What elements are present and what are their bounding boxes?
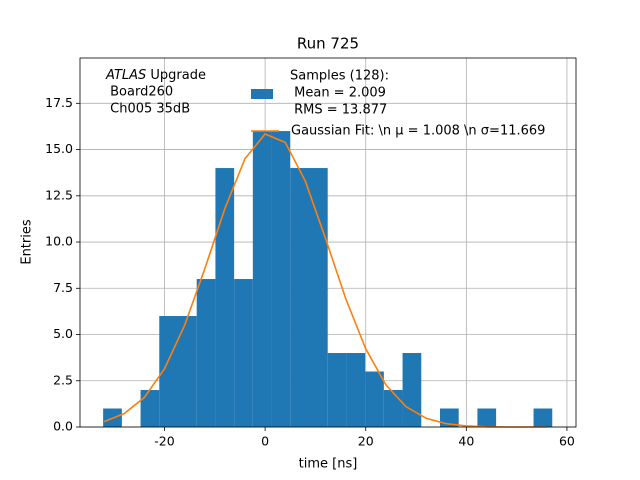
axes-frame [79, 57, 577, 428]
legend-label: RMS = 13.877 [290, 103, 387, 118]
bar [252, 131, 272, 427]
x-tick-label: 40 [458, 434, 474, 449]
bar [533, 408, 553, 427]
y-tick-label: 7.5 [53, 280, 73, 295]
bar [159, 316, 178, 427]
y-tick-label: 0.0 [53, 419, 73, 434]
bar [477, 408, 497, 427]
y-tick-label: 17.5 [45, 95, 73, 110]
bar [215, 168, 235, 428]
bar [327, 353, 347, 427]
annotation-text: Upgrade [146, 68, 206, 83]
x-tick-label: 60 [559, 434, 575, 449]
y-tick-label: 5.0 [53, 326, 73, 341]
y-axis-label: Entries [20, 219, 35, 265]
bar [365, 371, 384, 427]
legend-label: Samples (128): [290, 69, 389, 84]
legend-label: Mean = 2.009 [290, 86, 386, 101]
bar [196, 279, 216, 427]
bar [346, 353, 366, 427]
y-tick-label: 10.0 [45, 234, 73, 249]
x-tick-label: -20 [154, 434, 174, 449]
annotation-italic: ATLAS [105, 68, 146, 83]
y-tick-label: 2.5 [53, 372, 73, 387]
x-tick-label: 0 [261, 434, 269, 449]
bar [383, 390, 403, 427]
plot-area [103, 131, 553, 428]
chart-title: Run 725 [297, 35, 359, 53]
fit-curve [103, 133, 547, 428]
y-tick-label: 12.5 [45, 187, 73, 202]
legend-swatch [251, 89, 273, 99]
annotation: Board260 [106, 85, 173, 100]
legend: Samples (128): Mean = 2.009 RMS = 13.877… [251, 69, 545, 139]
bar [140, 390, 160, 427]
x-axis-label: time [ns] [299, 457, 358, 472]
bar [308, 168, 328, 428]
legend-label: Gaussian Fit: \n μ = 1.008 \n σ=11.669 [291, 124, 545, 139]
annotation: ATLAS Upgrade [105, 68, 206, 83]
bar [177, 316, 197, 427]
x-tick-label: 20 [358, 434, 374, 449]
bar [402, 353, 422, 427]
bar [271, 131, 291, 427]
y-tick-label: 15.0 [45, 141, 73, 156]
bar [439, 408, 459, 427]
annotation: Ch005 35dB [106, 102, 190, 117]
bar [234, 279, 253, 427]
bar [290, 168, 309, 428]
